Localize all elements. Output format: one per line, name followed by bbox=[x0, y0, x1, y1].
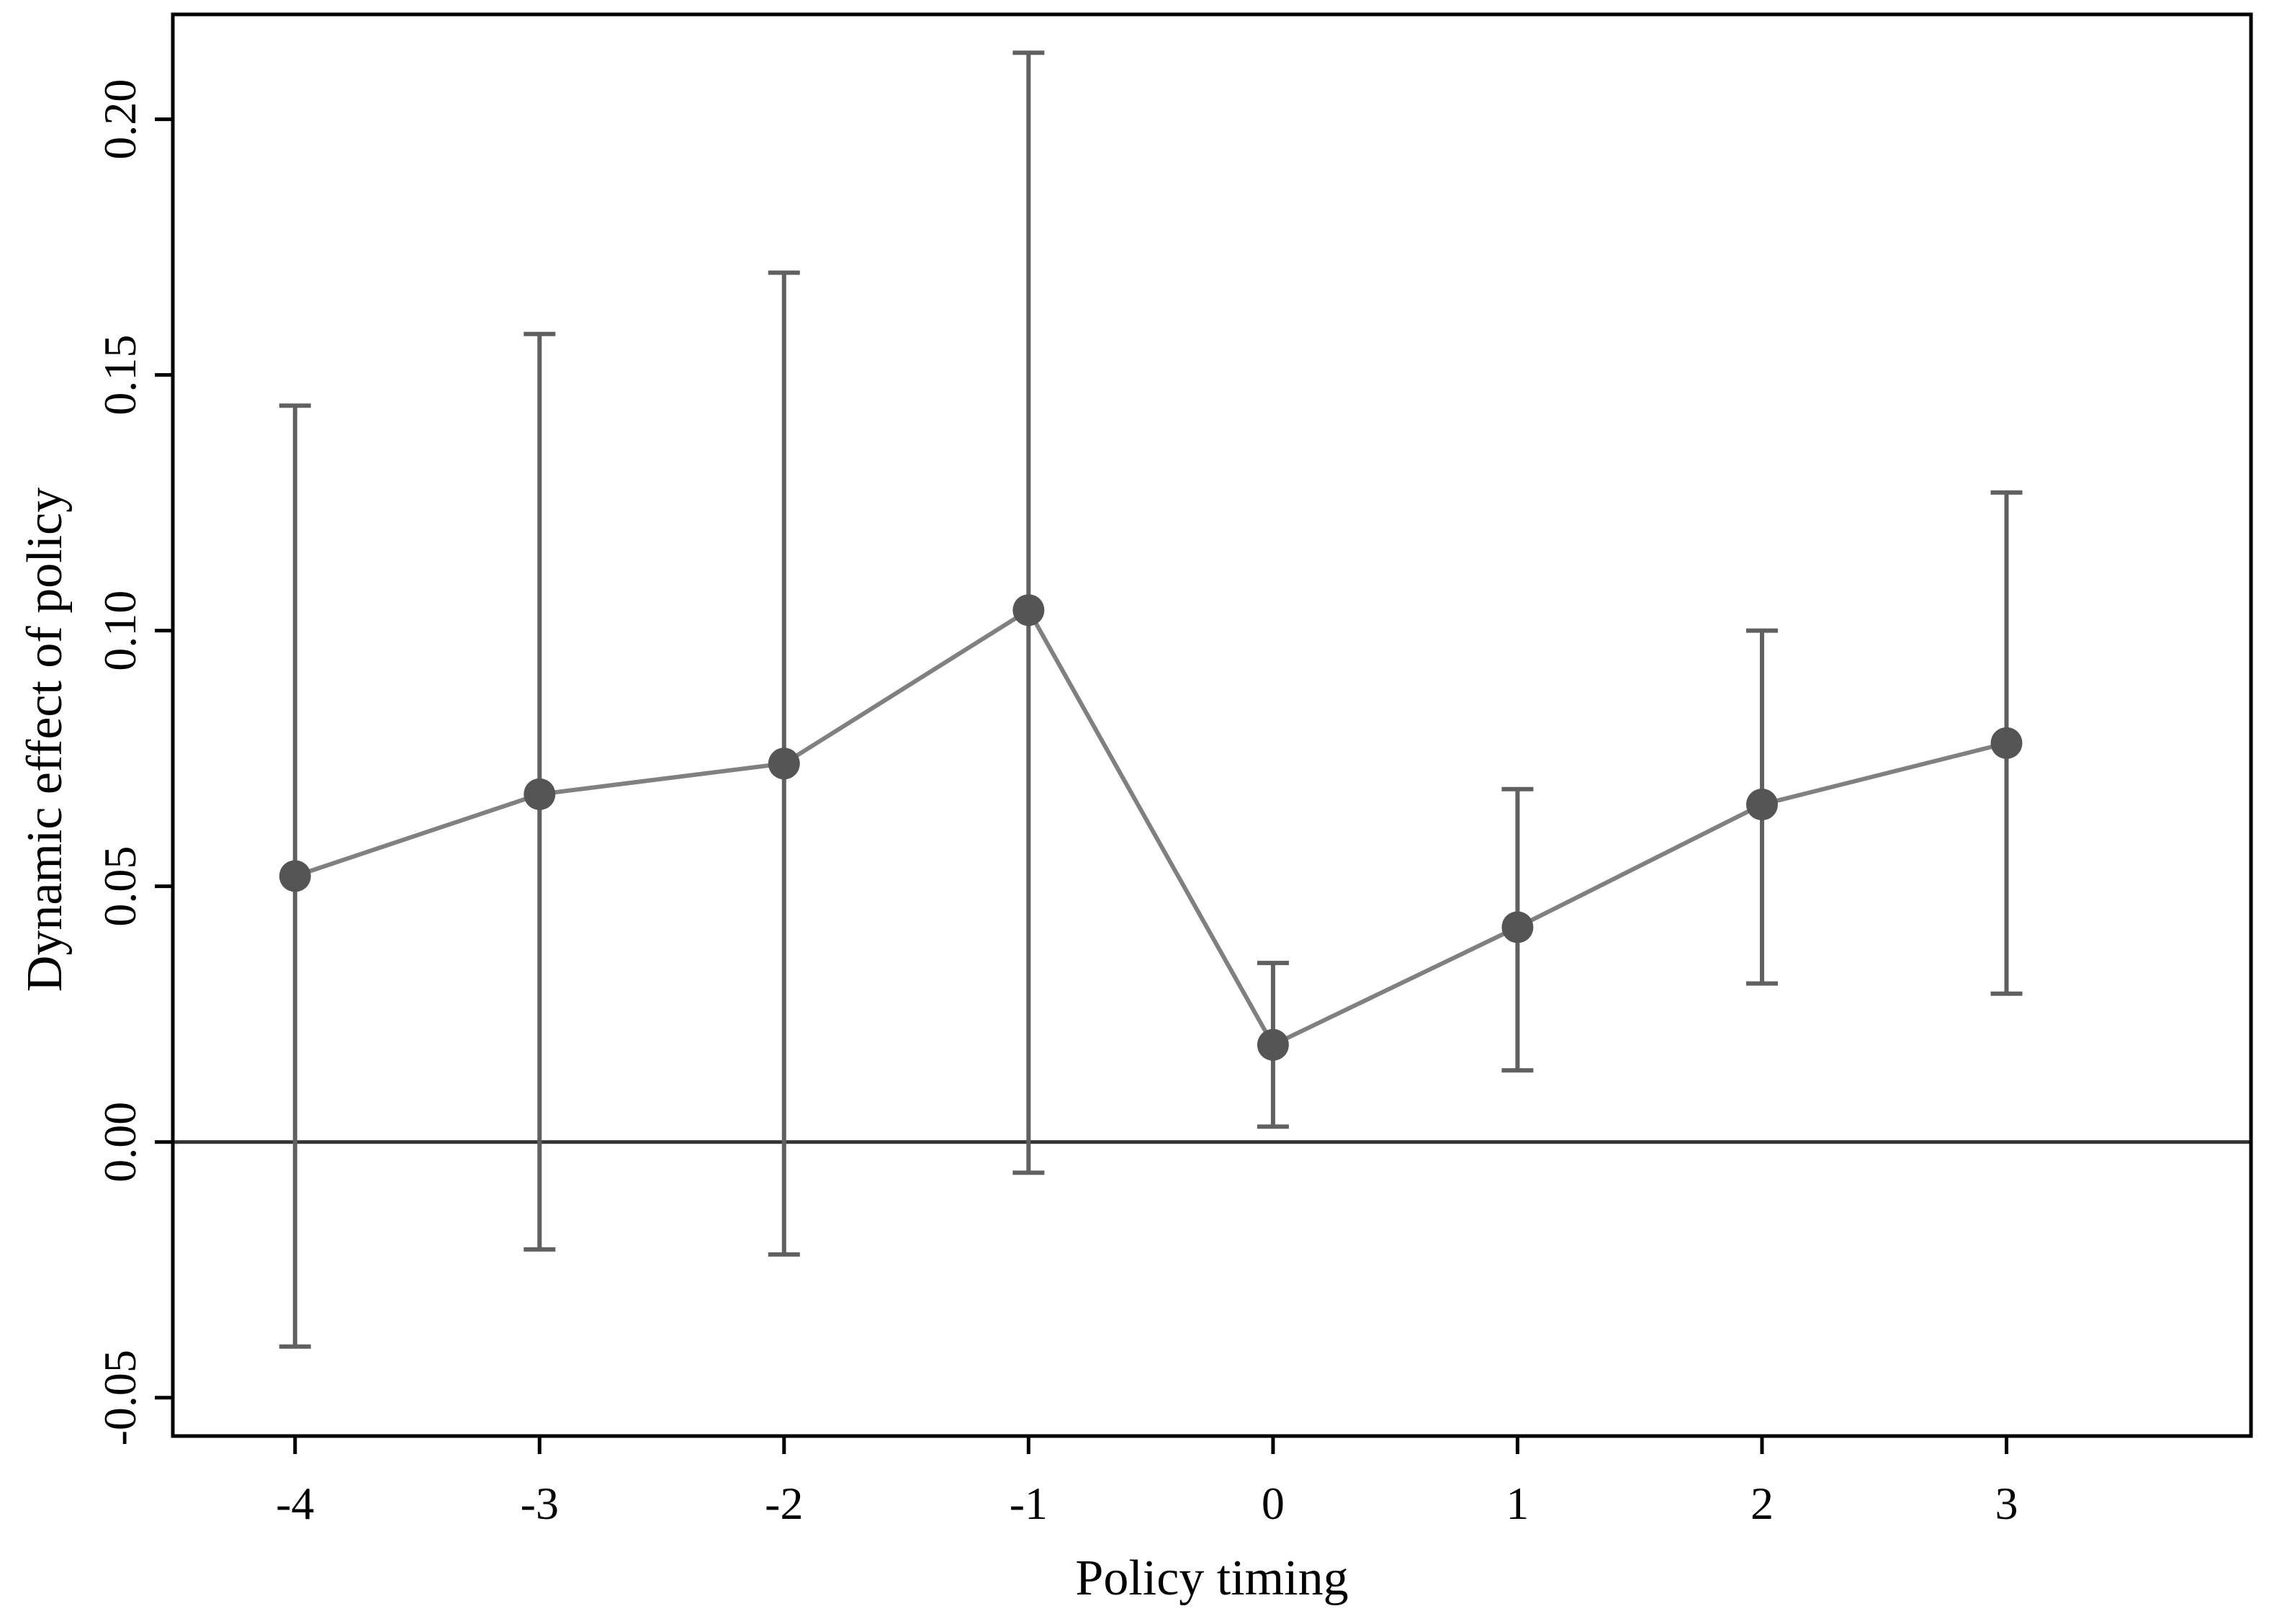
data-point bbox=[1501, 911, 1534, 943]
y-tick-label: -0.05 bbox=[94, 1350, 145, 1445]
y-tick-label: 0.00 bbox=[94, 1102, 145, 1183]
data-point bbox=[1257, 1028, 1289, 1061]
x-tick-label: 0 bbox=[1262, 1478, 1285, 1529]
y-axis-title: Dynamic effect of policy bbox=[17, 488, 73, 992]
data-point bbox=[1745, 789, 1778, 821]
data-point bbox=[524, 778, 556, 810]
x-tick-label: -4 bbox=[276, 1478, 314, 1529]
y-tick-label: 0.20 bbox=[94, 79, 145, 160]
x-axis: -4 -3 -2 -1 0 1 2 3 bbox=[276, 1436, 2018, 1529]
y-tick-label: 0.05 bbox=[94, 846, 145, 927]
y-tick-label: 0.10 bbox=[94, 591, 145, 671]
data-point bbox=[1990, 727, 2023, 759]
x-tick-label: -3 bbox=[521, 1478, 559, 1529]
x-tick-label: -1 bbox=[1010, 1478, 1048, 1529]
y-axis: -0.05 0.00 0.05 0.10 0.15 0.20 bbox=[94, 79, 173, 1445]
x-tick-label: -2 bbox=[765, 1478, 803, 1529]
plot-frame bbox=[171, 12, 2253, 1438]
data-point bbox=[279, 860, 311, 892]
data-point bbox=[1012, 594, 1045, 627]
x-axis-title: Policy timing bbox=[1075, 1551, 1348, 1606]
x-tick-label: 2 bbox=[1751, 1478, 1774, 1529]
y-tick-label: 0.15 bbox=[94, 335, 145, 416]
plot-area bbox=[171, 12, 2253, 1438]
series-line bbox=[294, 608, 2008, 1047]
data-point bbox=[768, 748, 800, 780]
x-tick-label: 3 bbox=[1995, 1478, 2018, 1529]
x-tick-label: 1 bbox=[1506, 1478, 1529, 1529]
